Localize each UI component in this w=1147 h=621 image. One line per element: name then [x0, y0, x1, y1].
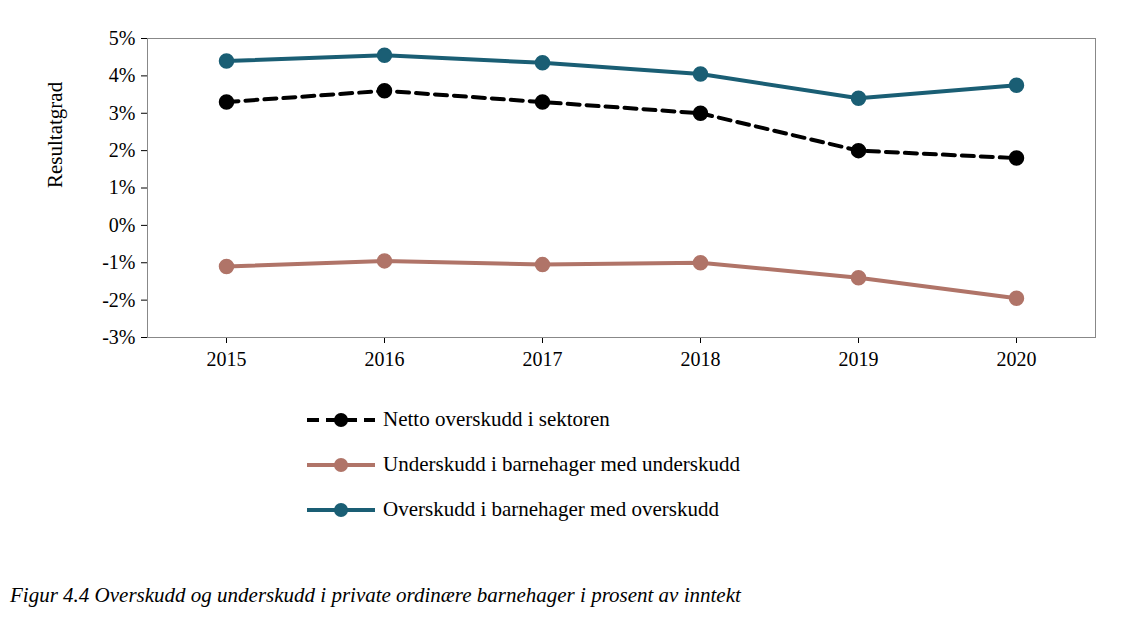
html-text:Netto overskudd i sektoren: Netto overskudd i sektoren	[383, 407, 610, 431]
html-text:Overskudd i barnehager med ove: Overskudd i barnehager med overskudd	[383, 497, 719, 521]
svg-text:-3%: -3%	[102, 326, 135, 348]
svg-text:1%: 1%	[109, 176, 136, 198]
svg-text:0%: 0%	[109, 214, 136, 236]
svg-text:Resultatgrad: Resultatgrad	[43, 81, 67, 188]
svg-text:-2%: -2%	[102, 289, 135, 311]
svg-text:2018: 2018	[681, 348, 721, 370]
svg-text:2017: 2017	[523, 348, 563, 370]
svg-text:2020: 2020	[997, 348, 1037, 370]
svg-text:5%: 5%	[109, 27, 136, 49]
svg-text:4%: 4%	[109, 64, 136, 86]
svg-text:2%: 2%	[109, 139, 136, 161]
html-text:Figur 4.4 Overskudd og undersk: Figur 4.4 Overskudd og underskudd i priv…	[10, 583, 741, 607]
html-text:Underskudd i barnehager med un: Underskudd i barnehager med underskudd	[383, 452, 740, 476]
svg-text:3%: 3%	[109, 102, 136, 124]
svg-text:2015: 2015	[207, 348, 247, 370]
svg-text:2016: 2016	[365, 348, 405, 370]
svg-text:-1%: -1%	[102, 251, 135, 273]
svg-text:2019: 2019	[839, 348, 879, 370]
